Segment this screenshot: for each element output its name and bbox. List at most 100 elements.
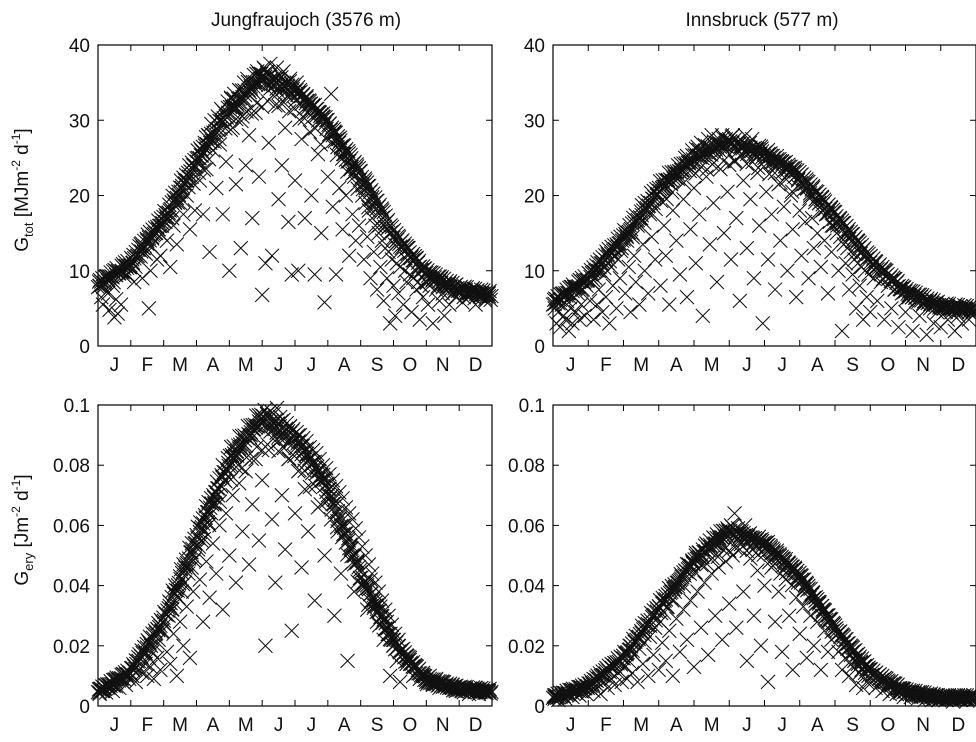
data-point-marker — [652, 600, 668, 615]
data-point-marker — [967, 691, 976, 707]
data-point-marker — [482, 681, 497, 697]
data-point-marker — [212, 137, 228, 152]
data-point-marker — [781, 608, 797, 624]
x-tick-label: A — [811, 355, 824, 376]
data-point-marker — [363, 586, 379, 602]
data-point-marker — [102, 302, 117, 318]
data-point-marker — [664, 185, 680, 200]
data-point-marker — [483, 292, 499, 308]
data-point-marker — [481, 685, 497, 700]
data-point-marker — [230, 438, 246, 453]
data-point-marker — [267, 575, 283, 590]
data-point-marker — [648, 201, 664, 217]
data-point-marker — [484, 288, 499, 304]
data-point-marker — [721, 596, 737, 612]
data-point-marker — [199, 504, 215, 520]
x-tick-label: J — [274, 715, 284, 736]
data-point-marker — [967, 690, 976, 705]
data-point-marker — [640, 668, 656, 684]
data-point-marker — [343, 147, 358, 163]
data-point-marker — [625, 643, 641, 659]
data-point-marker — [189, 530, 205, 546]
y-tick-label: 0 — [79, 337, 90, 358]
data-point-marker — [323, 122, 339, 138]
data-point-marker — [281, 214, 296, 230]
data-point-marker — [573, 297, 589, 312]
data-point-marker — [823, 611, 839, 627]
y-tick-label: 0.04 — [53, 577, 90, 598]
data-point-marker — [568, 304, 584, 320]
data-point-marker — [821, 608, 836, 623]
data-point-marker — [301, 446, 317, 462]
y-tick-label: 10 — [524, 262, 545, 283]
data-point-marker — [387, 308, 403, 324]
data-point-marker — [665, 668, 681, 684]
data-point-marker — [398, 654, 413, 670]
data-point-marker — [292, 112, 307, 128]
data-point-marker — [664, 578, 680, 594]
data-point-marker — [820, 644, 836, 660]
data-point-marker — [173, 184, 188, 199]
data-point-marker — [195, 614, 211, 630]
data-point-marker — [201, 494, 216, 510]
data-point-marker — [372, 197, 388, 213]
data-point-marker — [271, 191, 286, 207]
data-point-marker — [884, 301, 899, 316]
data-point-marker — [251, 169, 267, 185]
x-tick-label: D — [952, 715, 966, 736]
data-point-marker — [788, 590, 804, 606]
data-point-marker — [367, 189, 383, 205]
data-point-marker — [349, 156, 365, 172]
data-point-marker — [767, 614, 783, 630]
data-point-marker — [299, 441, 314, 456]
panel-innsbruck-gery: 00.020.040.060.080.1J F M A M J J A S O N D — [508, 396, 976, 736]
y-tick-label: 0 — [534, 337, 545, 358]
data-point-marker — [707, 608, 723, 624]
data-point-marker — [302, 124, 318, 140]
x-tick-label: N — [436, 715, 450, 736]
data-point-marker — [796, 182, 812, 197]
x-tick-label: O — [880, 355, 895, 376]
data-point-marker — [259, 407, 275, 422]
markers — [90, 56, 499, 331]
data-point-marker — [359, 578, 375, 593]
x-tick-label: J — [307, 355, 317, 376]
data-point-marker — [146, 671, 162, 687]
data-point-marker — [297, 210, 313, 226]
data-point-marker — [967, 303, 976, 318]
data-point-marker — [796, 572, 812, 587]
data-point-marker — [307, 593, 323, 609]
data-point-marker — [827, 618, 843, 633]
panel-jungfraujoch-gery: 00.020.040.060.080.1J F M A M J J A S O N D — [53, 396, 499, 736]
data-point-marker — [602, 316, 617, 331]
data-point-marker — [318, 472, 333, 488]
data-point-marker — [817, 233, 832, 249]
data-point-marker — [758, 184, 774, 200]
data-point-marker — [743, 191, 758, 207]
data-point-marker — [244, 496, 260, 512]
data-point-marker — [182, 650, 198, 666]
x-tick-label: M — [172, 715, 188, 736]
y-tick-label: 0.02 — [53, 637, 90, 658]
data-point-marker — [163, 595, 179, 611]
data-point-marker — [325, 496, 341, 512]
data-point-marker — [778, 572, 794, 587]
data-point-marker — [258, 638, 273, 654]
data-point-marker — [175, 638, 191, 654]
data-point-marker — [138, 645, 154, 661]
data-point-marker — [725, 135, 740, 151]
data-point-marker — [348, 521, 364, 536]
data-point-marker — [723, 252, 739, 267]
data-point-marker — [635, 237, 651, 252]
data-point-marker — [683, 221, 698, 237]
x-tick-label: J — [110, 715, 120, 736]
data-point-marker — [208, 180, 224, 196]
data-point-marker — [307, 267, 323, 282]
data-point-marker — [705, 157, 720, 172]
data-point-marker — [307, 454, 323, 470]
x-tick-label: M — [238, 715, 254, 736]
data-point-marker — [320, 112, 335, 128]
panel-title-innsbruck: Innsbruck (577 m) — [685, 10, 838, 31]
data-point-marker — [161, 600, 177, 616]
